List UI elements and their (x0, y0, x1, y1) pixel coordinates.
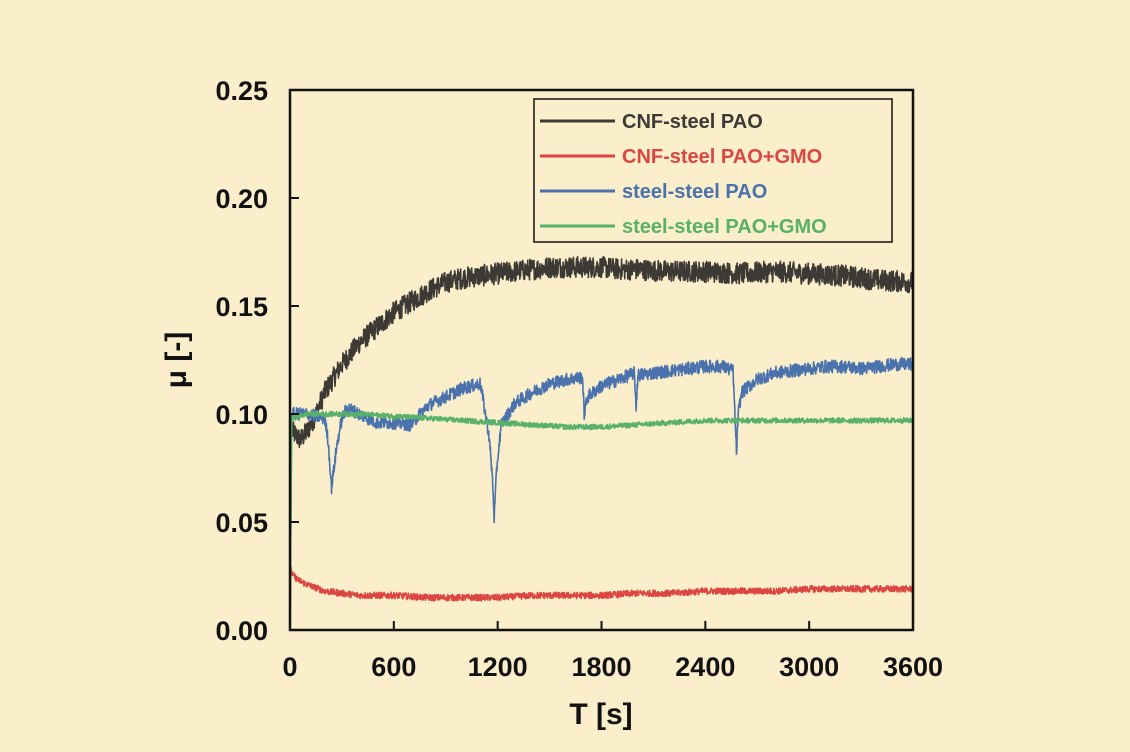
x-tick-label: 1200 (468, 652, 528, 682)
y-tick-label: 0.05 (215, 508, 268, 538)
y-tick-label: 0.20 (215, 184, 268, 214)
x-tick-label: 2400 (675, 652, 735, 682)
series-line-4 (290, 410, 913, 630)
series-line-2 (290, 566, 913, 630)
legend: CNF-steel PAO CNF-steel PAO+GMO steel-stee… (533, 98, 893, 243)
x-tick-label: 600 (371, 652, 416, 682)
series-layer (290, 255, 913, 630)
y-axis-title: μ [-] (160, 332, 193, 389)
series-line-1 (290, 255, 913, 449)
plot-area-frame (288, 88, 915, 632)
y-tick-label: 0.10 (215, 400, 268, 430)
y-tick-label: 0.25 (215, 76, 268, 106)
legend-label: steel-steel PAO (622, 181, 767, 203)
x-tick-label: 1800 (571, 652, 631, 682)
legend-label: steel-steel PAO+GMO (622, 216, 827, 238)
x-axis-title: T [s] (569, 698, 632, 731)
legend-box (533, 98, 893, 243)
series-line-3 (290, 357, 913, 630)
x-tick-label: 0 (282, 652, 297, 682)
y-tick-label: 0.15 (215, 292, 268, 322)
legend-label: CNF-steel PAO+GMO (622, 146, 822, 168)
x-tick-label: 3600 (883, 652, 943, 682)
axis-ticks: 0 600 1200 1800 2400 3000 3600 0.00 0.05 0.10 0.15… (215, 76, 943, 682)
y-tick-label: 0.00 (215, 616, 268, 646)
x-tick-label: 3000 (779, 652, 839, 682)
legend-label: CNF-steel PAO (622, 111, 763, 133)
